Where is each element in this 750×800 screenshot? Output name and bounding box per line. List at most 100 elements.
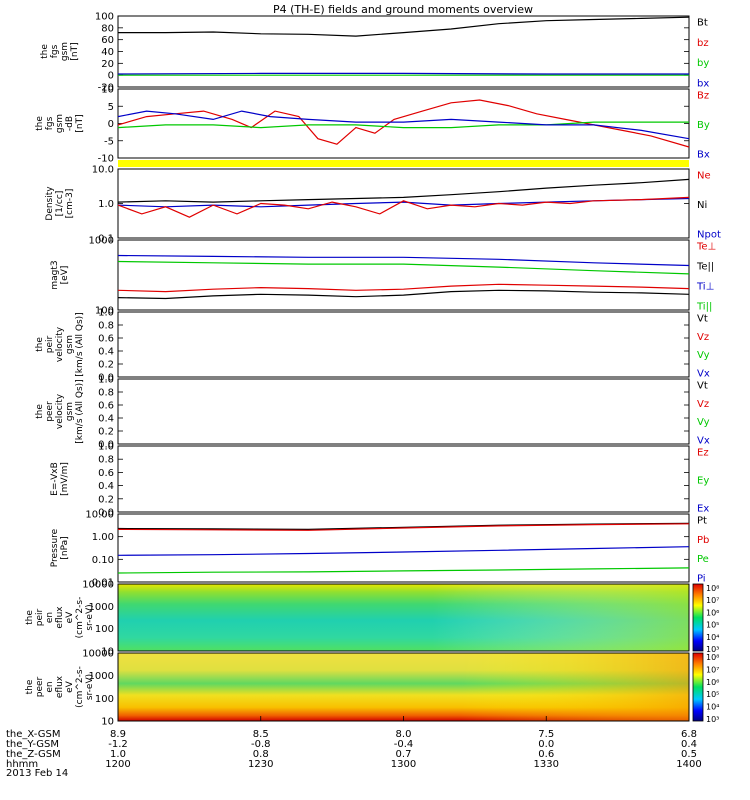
series-line-Bt xyxy=(118,16,690,37)
ylabel-line: [cm-3] xyxy=(65,189,75,219)
series-line-Bz xyxy=(117,99,690,148)
ylabel-line: peir xyxy=(35,608,45,626)
xaxis-value: 8.5 xyxy=(253,729,269,740)
ytick-label: 10 xyxy=(101,717,114,728)
legend-entry: Te⊥ xyxy=(696,242,716,253)
panel-frame xyxy=(117,311,690,378)
xaxis-value: 1200 xyxy=(105,759,130,770)
ytick-label: 0.4 xyxy=(98,481,114,492)
xaxis-value: 1330 xyxy=(534,759,559,770)
panel-frame xyxy=(117,378,690,445)
ylabel-line: [nT] xyxy=(75,114,85,132)
plot-title: P4 (TH-E) fields and ground moments over… xyxy=(273,3,533,16)
xaxis-value: -0.4 xyxy=(394,739,414,750)
ylabel-line: the xyxy=(40,44,50,59)
series-line-Ti|| xyxy=(117,260,690,275)
xaxis-value: -1.2 xyxy=(108,739,128,750)
ylabel-line: fgs xyxy=(45,116,55,130)
legend-entry: Pe xyxy=(697,554,709,565)
legend-entry: Vy xyxy=(697,350,710,361)
panel-peer-velocity: the peer velocity gsm [km/s (All Qs)] 1.0 0.8 0… xyxy=(35,375,710,451)
xaxis-value: 0.0 xyxy=(538,739,554,750)
legend-entry: Vz xyxy=(697,399,709,410)
ytick-label: 1.00 xyxy=(92,532,114,543)
ytick-label: 0.4 xyxy=(98,414,114,425)
series-line-Ti⊥ xyxy=(117,254,690,267)
ytick-label: 10.00 xyxy=(85,510,114,521)
ytick-label: 1.0 xyxy=(98,199,114,210)
series-line-Ne xyxy=(117,196,690,218)
xaxis-value: 0.8 xyxy=(253,749,269,760)
colorbar-peir xyxy=(692,583,704,652)
legend-entry: Pi xyxy=(697,574,706,585)
ylabel-line: (cm^2-s- xyxy=(75,666,85,708)
legend-entry: Ey xyxy=(697,476,709,487)
ylabel-line: gsm xyxy=(65,335,75,354)
series-line-By xyxy=(117,121,689,129)
panel-frame xyxy=(117,513,690,583)
ytick-label: 0.6 xyxy=(98,401,114,412)
panel-fgs-gsm-dbl: the fgs gsm -dB [nT] 10 5 0 -5 -10 Bz By Bx xyxy=(35,85,710,165)
panel-temperature: magt3 [eV] 1000 100 Te⊥ Te|| Ti⊥ Ti|| xyxy=(50,236,716,317)
xaxis-row-label: the_Z-GSM xyxy=(6,749,61,760)
ytick-label: 40 xyxy=(101,47,114,58)
ylabel-line: peir xyxy=(45,335,55,353)
ytick-label: 0.6 xyxy=(98,334,114,345)
legend-entry: Bx xyxy=(697,150,710,161)
legend-entry: Pt xyxy=(697,516,707,527)
colorbar-tick-label: 10⁴ xyxy=(706,633,719,642)
legend-entry: Vy xyxy=(697,417,710,428)
ytick-label: 20 xyxy=(101,59,114,70)
xaxis-value: 1.0 xyxy=(110,749,126,760)
ylabel-line: gsm xyxy=(65,402,75,421)
ytick-label: 0.8 xyxy=(98,455,114,466)
ylabel-line: velocity xyxy=(55,393,65,429)
colorbar-tick-label: 10⁴ xyxy=(706,703,719,712)
panel-frame xyxy=(117,239,690,311)
colorbar-tick-label: 10³ xyxy=(706,645,719,654)
legend-entry: Ti⊥ xyxy=(696,282,714,293)
ytick-label: 100 xyxy=(95,306,114,317)
xaxis-value: 8.0 xyxy=(396,729,412,740)
ytick-label: 0.2 xyxy=(98,494,114,505)
xaxis-value: 7.5 xyxy=(538,729,554,740)
ylabel-line: sr-eV) xyxy=(85,604,95,630)
ytick-label: 0.10 xyxy=(92,555,114,566)
spectrogram-peir xyxy=(117,583,690,652)
ylabel-line: eflux xyxy=(55,675,65,698)
ylabel-line: the xyxy=(35,404,45,419)
colorbar-tick-label: 10³ xyxy=(706,715,719,724)
ytick-label: 1.0 xyxy=(98,375,114,386)
ytick-label: 80 xyxy=(101,23,114,34)
ytick-label: 0.6 xyxy=(98,468,114,479)
panel-peir-velocity: the peir velocity gsm [km/s (All Qs)] 1.0 0.8 0… xyxy=(35,308,710,384)
series-line-Pi xyxy=(117,546,690,556)
separator-band xyxy=(118,160,689,167)
ytick-label: 10000 xyxy=(82,649,114,660)
xaxis-value: 0.5 xyxy=(681,749,697,760)
panel-density: Density [1/cc] [cm-3] 10.0 1.0 0.1 Ne Ni Npot xyxy=(45,165,721,245)
ylabel-line: sr-eV) xyxy=(85,674,95,700)
xaxis-value: 1230 xyxy=(248,759,273,770)
ytick-label: 1000 xyxy=(89,671,114,682)
xaxis-value: 0.7 xyxy=(396,749,412,760)
spectrogram-peer xyxy=(117,652,690,722)
panel-peer-en-eflux: the peer en eflux eV (cm^2-s-sr-eV) 10000 1000 1… xyxy=(25,649,689,728)
ytick-label: -20 xyxy=(98,83,114,94)
ylabel-line: [eV] xyxy=(60,266,70,285)
legend-entry: Ti|| xyxy=(696,302,712,313)
legend-entry: By xyxy=(697,120,710,131)
ylabel-line: [km/s (All Qs)] xyxy=(75,379,85,443)
ytick-label: 0.2 xyxy=(98,360,114,371)
colorbar-tick-label: 10⁶ xyxy=(706,608,719,617)
ytick-label: 10.0 xyxy=(92,165,114,176)
legend-entry: Vt xyxy=(697,381,708,392)
ylabel-line: the xyxy=(25,679,35,694)
xaxis-value: 1300 xyxy=(391,759,416,770)
xaxis-value: 6.8 xyxy=(681,729,697,740)
ytick-label: 10000 xyxy=(82,580,114,591)
ylabel-line: the xyxy=(35,337,45,352)
